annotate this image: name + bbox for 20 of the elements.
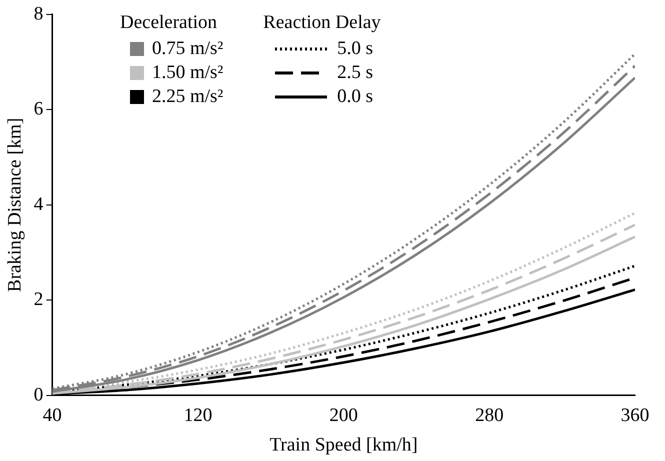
y-tick-label: 2 — [34, 289, 44, 310]
x-tick-label: 200 — [329, 404, 358, 426]
legend-label: 5.0 s — [337, 38, 374, 60]
x-tick-label: 280 — [475, 404, 504, 426]
x-axis-title: Train Speed [km/h] — [270, 434, 418, 456]
y-tick-label: 0 — [34, 384, 44, 406]
legend-label: 2.25 m/s² — [152, 86, 224, 108]
annotation: Deceleration — [120, 12, 218, 34]
legend-label: 0.0 s — [337, 86, 374, 108]
legend-label: 0.75 m/s² — [152, 38, 224, 60]
annotation: Reaction Delay — [263, 12, 381, 34]
x-tick-label: 360 — [620, 404, 650, 426]
y-axis-title: Braking Distance [km] — [4, 118, 26, 292]
x-tick-label: 120 — [184, 404, 212, 426]
y-tick-label: 6 — [34, 98, 44, 120]
y-tick-label: 8 — [34, 3, 44, 24]
legend-label: 1.50 m/s² — [152, 62, 224, 84]
x-tick-label: 40 — [42, 404, 62, 426]
legend-label: 2.5 s — [337, 62, 374, 84]
y-tick-label: 4 — [34, 194, 44, 215]
